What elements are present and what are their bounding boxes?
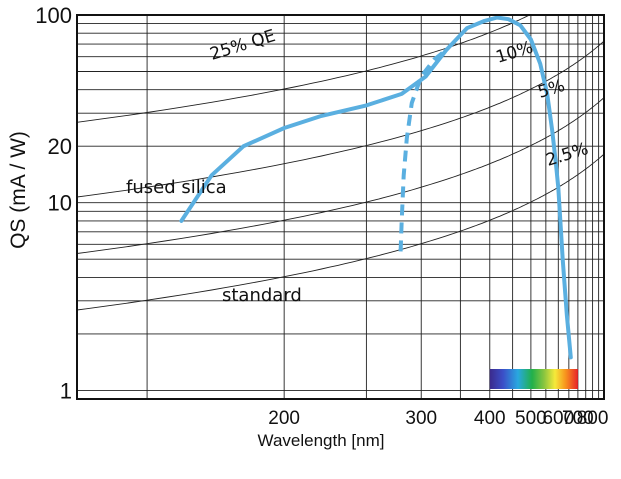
y-tick-label: 10 (48, 191, 72, 216)
qe-line-label: 10% (494, 38, 536, 68)
y-tick-label: 1 (60, 378, 72, 403)
annotation-fused-silica: fused silica (126, 177, 227, 198)
series-line (398, 48, 448, 252)
x-tick-label: 700 (562, 408, 594, 429)
qe-line-label: 5% (536, 76, 568, 103)
y-tick-label: 100 (35, 3, 72, 28)
qe-line-label: 2.5% (544, 139, 591, 171)
qe-line-label: 25% QE (208, 26, 278, 65)
qe-line (77, 97, 604, 254)
visible-spectrum-bar (489, 369, 578, 389)
qe-line (77, 40, 604, 198)
qe-line (77, 15, 531, 123)
x-tick-label: 800 (577, 408, 609, 429)
y-tick-labels: 1 10 20 100 (35, 3, 72, 403)
x-tick-label: 400 (474, 408, 506, 429)
plot-frame (76, 14, 605, 400)
series-group (179, 15, 573, 360)
x-tick-label: 300 (405, 408, 437, 429)
grid (77, 15, 604, 399)
x-tick-label: 200 (268, 408, 300, 429)
qe-line (77, 153, 604, 311)
y-tick-label: 20 (48, 134, 72, 159)
x-axis-label: Wavelength [nm] (258, 431, 385, 450)
y-axis-label: QS (mA / W) (7, 131, 30, 249)
x-tick-label: 500 (515, 408, 547, 429)
qe-reference-lines (77, 15, 604, 311)
x-tick-label: 600 (542, 408, 574, 429)
annotation-standard: standard (222, 285, 302, 306)
series-line (179, 15, 573, 360)
